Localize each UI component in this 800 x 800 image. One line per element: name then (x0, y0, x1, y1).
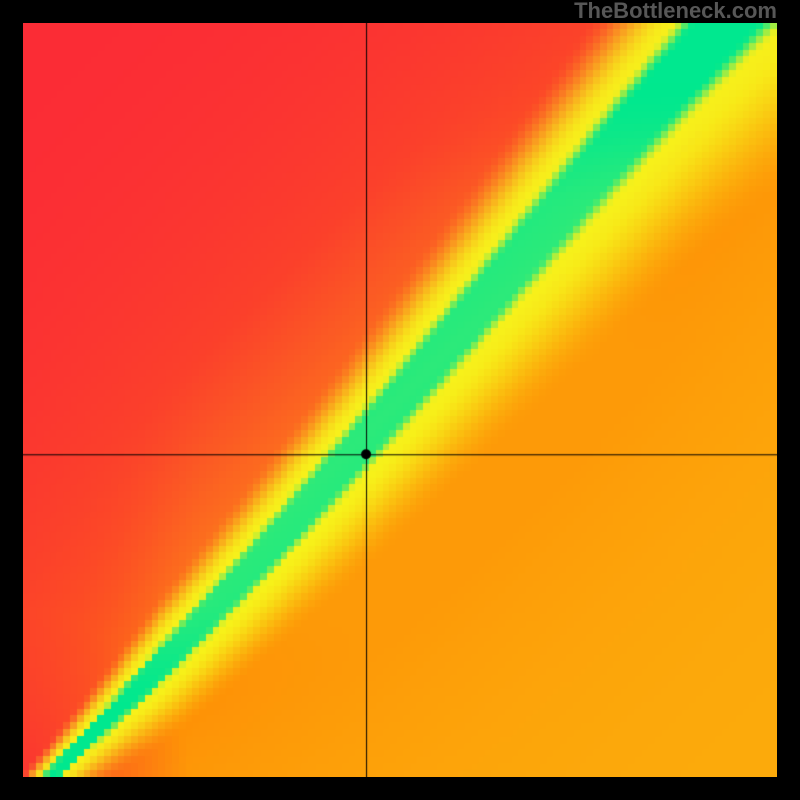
watermark-text: TheBottleneck.com (574, 0, 777, 24)
bottleneck-heatmap (23, 23, 777, 777)
